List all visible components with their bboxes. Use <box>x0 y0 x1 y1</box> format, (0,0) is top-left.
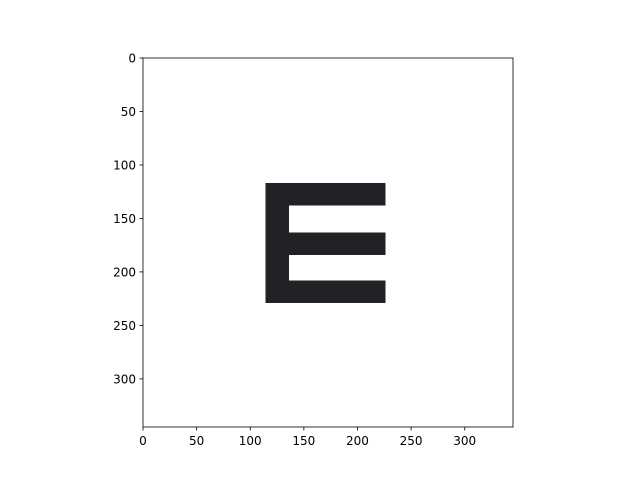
x-tick-label: 250 <box>400 434 423 448</box>
y-tick-label: 250 <box>113 319 136 333</box>
plot-area <box>143 58 513 427</box>
y-tick-label: 0 <box>128 52 136 66</box>
glyph-e-middle-bar <box>265 232 386 255</box>
x-tick-label: 100 <box>239 434 262 448</box>
axes-frame <box>142 57 514 428</box>
x-tick-label: 200 <box>346 434 369 448</box>
x-tick-label: 0 <box>139 434 147 448</box>
y-tick-label: 300 <box>113 372 136 386</box>
x-tick-label: 150 <box>292 434 315 448</box>
x-axis: 0 50 100 150 200 250 300 <box>139 427 476 448</box>
glyph-e-bottom-bar <box>265 280 386 303</box>
y-tick-label: 200 <box>113 265 136 279</box>
glyph-e-top-bar <box>265 183 386 206</box>
x-tick-label: 300 <box>453 434 476 448</box>
x-tick-label: 50 <box>189 434 204 448</box>
y-axis: 0 50 100 150 200 250 300 <box>113 52 143 386</box>
y-tick-label: 50 <box>121 105 136 119</box>
y-tick-label: 150 <box>113 212 136 226</box>
y-tick-label: 100 <box>113 158 136 172</box>
